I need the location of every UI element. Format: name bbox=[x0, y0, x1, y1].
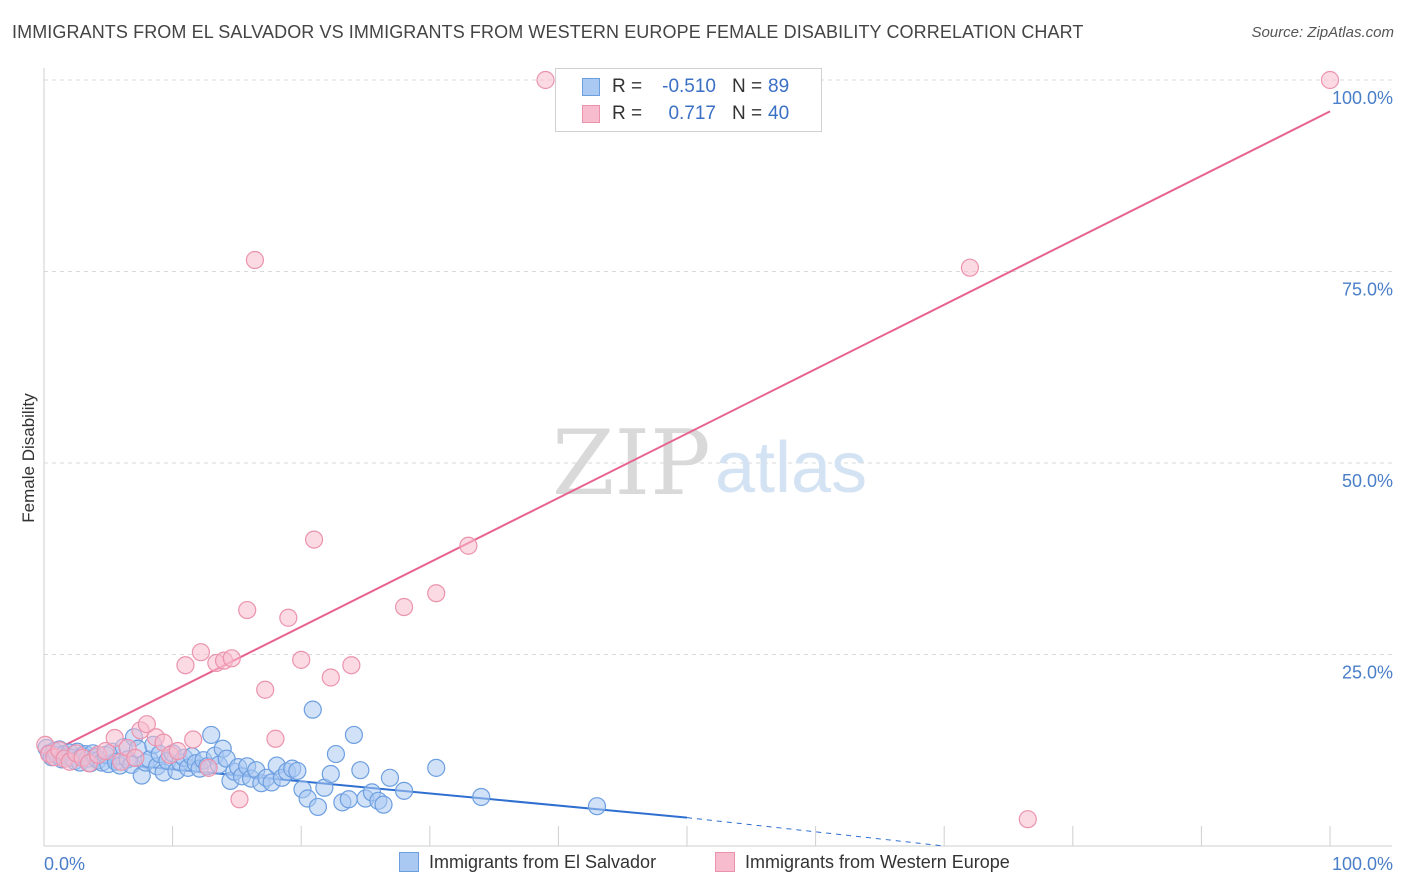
y-axis-label: Female Disability bbox=[19, 393, 38, 523]
legend-label: Immigrants from Western Europe bbox=[745, 852, 1010, 872]
pink-swatch bbox=[715, 852, 735, 872]
point-western-europe bbox=[238, 600, 257, 620]
watermark-atlas: atlas bbox=[715, 428, 867, 508]
r-value: 0.717 bbox=[668, 103, 716, 124]
point-el-salvador bbox=[427, 758, 446, 777]
point-el-salvador bbox=[303, 700, 322, 719]
y-tick-label: 25.0% bbox=[1342, 663, 1393, 683]
point-el-salvador bbox=[344, 725, 364, 745]
point-el-salvador bbox=[472, 787, 491, 807]
watermark-zip: ZIP bbox=[552, 411, 711, 516]
r-value: -0.510 bbox=[662, 76, 716, 97]
n-value: 40 bbox=[768, 103, 790, 124]
point-el-salvador bbox=[202, 725, 221, 745]
point-western-europe bbox=[292, 650, 311, 669]
point-western-europe bbox=[137, 715, 156, 734]
point-el-salvador bbox=[326, 744, 346, 764]
point-western-europe bbox=[1018, 810, 1037, 829]
point-western-europe bbox=[459, 536, 478, 555]
n-label: N = bbox=[732, 103, 763, 124]
x-tick-label: 0.0% bbox=[44, 854, 85, 874]
point-el-salvador bbox=[351, 761, 370, 780]
point-western-europe bbox=[279, 608, 298, 627]
blue-swatch bbox=[399, 852, 419, 872]
point-western-europe bbox=[191, 643, 210, 662]
point-el-salvador bbox=[321, 764, 340, 784]
trend-extension-el-salvador bbox=[686, 817, 945, 847]
point-western-europe bbox=[342, 656, 361, 675]
y-tick-label: 75.0% bbox=[1342, 280, 1393, 300]
n-label: N = bbox=[732, 76, 763, 97]
r-label: R = bbox=[612, 103, 643, 124]
point-el-salvador bbox=[339, 790, 358, 809]
gridlines bbox=[44, 79, 1392, 655]
point-western-europe bbox=[321, 668, 340, 687]
legend-item-el-salvador[interactable]: Immigrants from El Salvador bbox=[399, 852, 656, 873]
r-label: R = bbox=[612, 76, 643, 97]
trend-line-western-europe bbox=[43, 110, 1331, 757]
n-value: 89 bbox=[768, 76, 790, 97]
point-western-europe bbox=[126, 748, 145, 768]
y-tick-label: 50.0% bbox=[1342, 471, 1393, 491]
chart-title: IMMIGRANTS FROM EL SALVADOR VS IMMIGRANT… bbox=[12, 22, 1084, 42]
point-el-salvador bbox=[394, 781, 414, 800]
point-western-europe bbox=[168, 741, 187, 761]
point-western-europe bbox=[105, 728, 124, 748]
point-western-europe bbox=[960, 258, 980, 277]
point-western-europe bbox=[230, 790, 249, 809]
point-el-salvador bbox=[374, 795, 393, 814]
correlation-legend: R = -0.510 N = 89 R = 0.717 N = 40 bbox=[555, 68, 822, 132]
tick-labels: 25.0% 50.0% 75.0% 100.0% 0.0% 100.0% bbox=[44, 88, 1393, 874]
point-western-europe bbox=[96, 741, 115, 761]
point-western-europe bbox=[176, 656, 195, 675]
y-tick-label: 100.0% bbox=[1332, 88, 1393, 108]
point-western-europe bbox=[1320, 70, 1340, 90]
legend-item-western-europe[interactable]: Immigrants from Western Europe bbox=[715, 852, 1010, 873]
source-note: Source: ZipAtlas.com bbox=[1251, 24, 1394, 41]
point-el-salvador bbox=[308, 797, 328, 817]
axes bbox=[43, 68, 1392, 847]
blue-swatch bbox=[582, 78, 600, 96]
legend-label: Immigrants from El Salvador bbox=[429, 852, 657, 872]
point-western-europe bbox=[256, 680, 275, 699]
point-western-europe bbox=[427, 584, 446, 603]
point-western-europe bbox=[184, 730, 203, 749]
point-western-europe bbox=[222, 649, 241, 668]
point-western-europe bbox=[199, 758, 218, 777]
point-western-europe bbox=[536, 70, 555, 90]
x-tick-label: 100.0% bbox=[1332, 854, 1393, 874]
point-western-europe bbox=[304, 530, 324, 549]
pink-swatch bbox=[582, 105, 600, 123]
point-el-salvador bbox=[587, 797, 607, 816]
data-points bbox=[36, 70, 1340, 829]
point-el-salvador bbox=[288, 761, 307, 781]
point-western-europe bbox=[394, 597, 414, 617]
point-western-europe bbox=[245, 250, 265, 270]
point-el-salvador bbox=[380, 768, 400, 787]
point-western-europe bbox=[266, 729, 285, 748]
